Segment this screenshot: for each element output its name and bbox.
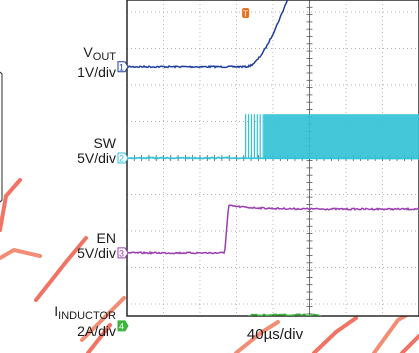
channel-label-vout: VOUT 1V/div: [77, 43, 116, 80]
channel-marker-1-shape: [117, 61, 129, 73]
channel-label-sw: SW 5V/div: [77, 136, 116, 166]
watermark-stroke: [80, 296, 126, 342]
channel-marker-1-number: 1: [119, 62, 124, 72]
trace-sw-band: [263, 114, 419, 159]
channel-name-main: I: [54, 302, 59, 319]
trigger-marker-label: T: [243, 10, 248, 19]
channel-marker-3: 3: [117, 247, 129, 259]
trace-layer: [127, 0, 419, 316]
channel-name-sub: INDUCTOR: [58, 309, 116, 322]
channel-marker-4-number: 4: [119, 321, 124, 331]
trigger-marker-body: [242, 8, 250, 18]
watermark-stroke: [234, 320, 280, 353]
channel-name-sub: OUT: [92, 50, 116, 63]
watermark-stroke: [312, 316, 358, 353]
channel-scale: 5V/div: [77, 244, 116, 261]
channel-marker-3-shape: [117, 247, 129, 259]
channel-marker-2-shape: [117, 152, 129, 164]
channel-name-main: SW: [93, 135, 116, 151]
channel-marker-4-shape: [117, 320, 129, 332]
channel-name: EN: [77, 229, 116, 246]
watermark-stroke: [34, 236, 88, 302]
channel-scale: 5V/div: [77, 150, 116, 166]
channel-marker-4: 4: [117, 320, 129, 332]
channel-label-en: EN 5V/div: [77, 229, 116, 261]
channel-marker-2: 2: [117, 152, 129, 164]
left-divider: [0, 71, 3, 203]
watermark-stroke: [400, 334, 419, 353]
channel-scale: 2A/div: [77, 322, 116, 339]
trigger-marker: T: [242, 8, 250, 19]
channel-markers: 1 2 3 4: [117, 61, 129, 332]
timebase-label: 40µs/div: [246, 326, 304, 343]
channel-marker-1: 1: [117, 61, 129, 73]
watermark-stroke: [0, 247, 42, 260]
trace-en: [127, 204, 419, 256]
watermark-stroke: [86, 323, 112, 353]
channel-marker-2-number: 2: [119, 154, 124, 164]
channel-name: VOUT: [77, 43, 116, 65]
channel-marker-3-number: 3: [119, 248, 124, 258]
channel-name: IINDUCTOR: [54, 302, 116, 324]
trace-iinductor: [248, 313, 322, 316]
trace-vout: [127, 0, 289, 69]
channel-label-iinductor: IINDUCTOR 2A/div: [54, 302, 116, 339]
watermark-stroke: [0, 178, 22, 232]
watermark-decoration: [0, 71, 419, 353]
channel-name: SW: [77, 136, 116, 151]
channel-name-main: EN: [96, 229, 116, 246]
trace-sw: [127, 156, 419, 160]
channel-scale: 1V/div: [77, 63, 116, 80]
channel-name-main: V: [83, 43, 93, 60]
